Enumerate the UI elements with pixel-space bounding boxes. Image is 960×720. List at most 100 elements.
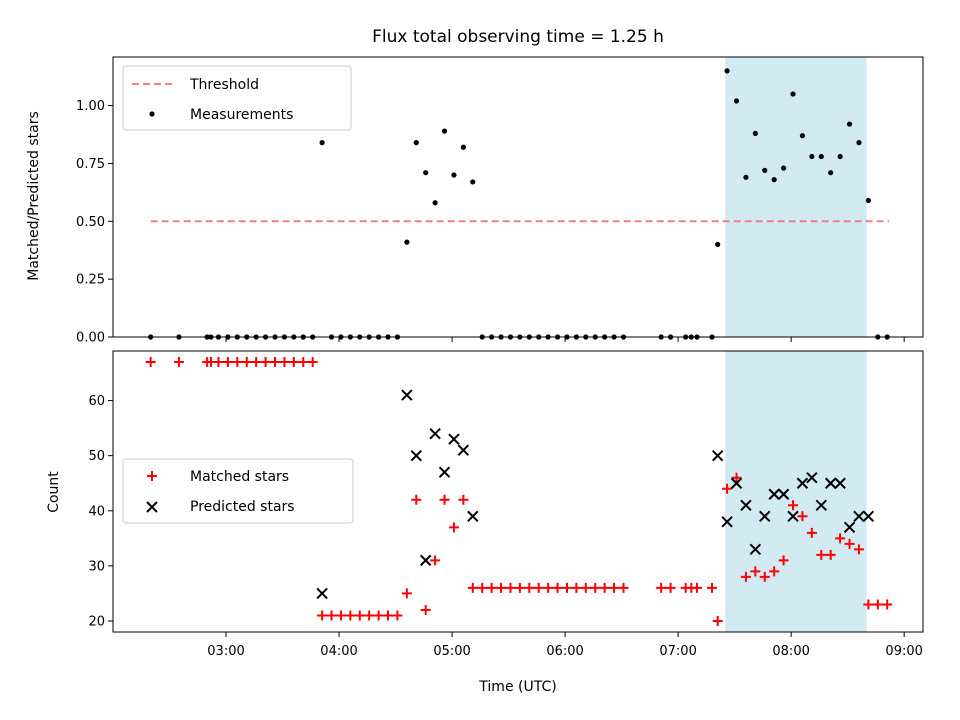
- matched-star-point: [561, 582, 572, 593]
- measurement-point: [799, 133, 806, 139]
- matched-star-point: [609, 582, 620, 593]
- measurement-point: [470, 179, 476, 185]
- top-legend: Threshold Measurements: [122, 65, 352, 131]
- measurement-point: [846, 121, 853, 127]
- matched-star-point: [731, 472, 742, 483]
- matched-star-point: [439, 494, 450, 505]
- y-tick-label: 0.25: [76, 273, 105, 288]
- measurement-point: [781, 165, 787, 171]
- y-tick-label: 0.50: [76, 215, 105, 230]
- predicted-star-point: [806, 472, 818, 484]
- predicted-star-point: [787, 510, 799, 523]
- matched-star-point: [505, 582, 516, 593]
- predicted-star-point: [721, 516, 733, 528]
- measurement-point: [837, 153, 843, 160]
- matched-star-point: [788, 500, 799, 511]
- measurement-point: [818, 153, 824, 160]
- y-tick-label: 40: [88, 504, 105, 519]
- legend-measurements-label: Measurements: [190, 107, 293, 123]
- predicted-star-point: [834, 477, 846, 489]
- measurement-point: [715, 241, 721, 248]
- matched-star-point: [270, 357, 280, 368]
- chart-title: Flux total observing time = 1.25 h: [372, 27, 664, 47]
- axes-frame: [112, 350, 924, 633]
- measurement-point: [790, 91, 796, 97]
- y-tick-label: 60: [88, 394, 105, 409]
- x-tick-label: 07:00: [659, 644, 696, 659]
- y-tick-label: 50: [88, 449, 105, 464]
- measurement-point: [771, 177, 777, 183]
- matched-star-point: [825, 549, 836, 560]
- matched-star-point: [335, 610, 346, 621]
- y-tick-label: 30: [88, 559, 105, 574]
- matched-star-point: [691, 582, 702, 593]
- top-y-axis-label: Matched/Predicted stars: [26, 111, 42, 281]
- predicted-star-point: [777, 488, 790, 500]
- matched-star-point: [863, 599, 874, 610]
- legend-threshold-label: Threshold: [189, 77, 259, 93]
- measurement-point: [319, 140, 325, 146]
- predicted-star-point: [316, 587, 328, 600]
- predicted-star-point: [824, 477, 837, 489]
- axes-frame: [112, 56, 924, 338]
- matched-star-point: [486, 582, 497, 593]
- matched-star-point: [232, 357, 243, 368]
- y-tick-label: 1.00: [76, 99, 105, 114]
- matched-star-point: [707, 582, 718, 593]
- matched-star-point: [524, 582, 535, 593]
- legend-box: [122, 65, 352, 131]
- matched-star-point: [816, 549, 827, 560]
- matched-star-point: [373, 610, 384, 621]
- matched-star-point: [712, 615, 723, 626]
- matched-star-point: [872, 599, 883, 610]
- legend-predicted-label: Predicted stars: [190, 499, 295, 515]
- matched-star-point: [665, 582, 676, 593]
- matched-star-point: [778, 555, 789, 566]
- matched-star-point: [401, 588, 412, 599]
- matched-star-point: [722, 483, 733, 494]
- measurement-point: [423, 170, 429, 176]
- predicted-star-point: [448, 433, 460, 445]
- predicted-star-point: [419, 554, 432, 567]
- measurement-point: [762, 167, 768, 173]
- matched-star-point: [656, 582, 667, 593]
- legend-measurement-swatch: [149, 111, 155, 117]
- matched-star-point: [307, 357, 318, 368]
- predicted-star-point: [815, 499, 827, 511]
- matched-star-point: [213, 357, 224, 368]
- legend-predicted-swatch: [146, 501, 158, 513]
- measurement-point: [432, 200, 438, 206]
- bottom-legend: Matched stars Predicted stars: [122, 458, 354, 524]
- matched-star-point: [853, 544, 864, 555]
- matched-star-point: [145, 357, 156, 368]
- legend-box: [122, 458, 354, 524]
- measurement-point: [451, 172, 457, 178]
- predicted-star-point: [711, 449, 724, 462]
- matched-star-point: [458, 494, 469, 505]
- matched-star-point: [420, 604, 431, 615]
- matched-star-point: [590, 582, 601, 593]
- predicted-star-point: [730, 477, 743, 489]
- matched-star-point: [750, 566, 761, 577]
- matched-star-point: [317, 610, 328, 621]
- x-tick-label: 09:00: [885, 644, 922, 659]
- predicted-star-point: [862, 510, 875, 523]
- matched-star-point: [411, 494, 422, 505]
- highlight-band: [725, 351, 867, 632]
- matched-star-point: [552, 582, 563, 593]
- matched-star-point: [467, 582, 478, 593]
- matched-star-point: [392, 610, 403, 621]
- predicted-star-point: [740, 499, 752, 511]
- matched-star-point: [514, 582, 525, 593]
- x-tick-label: 05:00: [433, 644, 470, 659]
- legend-matched-label: Matched stars: [190, 469, 289, 485]
- matched-star-point: [279, 357, 290, 368]
- bottom-panel: 20 30 40 50 60 03:00 04:00 05:00 06:00 07:00 08:00…: [88, 350, 924, 659]
- predicted-star-point: [768, 488, 780, 500]
- matched-star-point: [354, 610, 365, 621]
- measurement-point: [743, 174, 749, 180]
- predicted-star-point: [467, 510, 479, 523]
- matched-star-point: [430, 555, 441, 566]
- measurement-point: [733, 98, 740, 104]
